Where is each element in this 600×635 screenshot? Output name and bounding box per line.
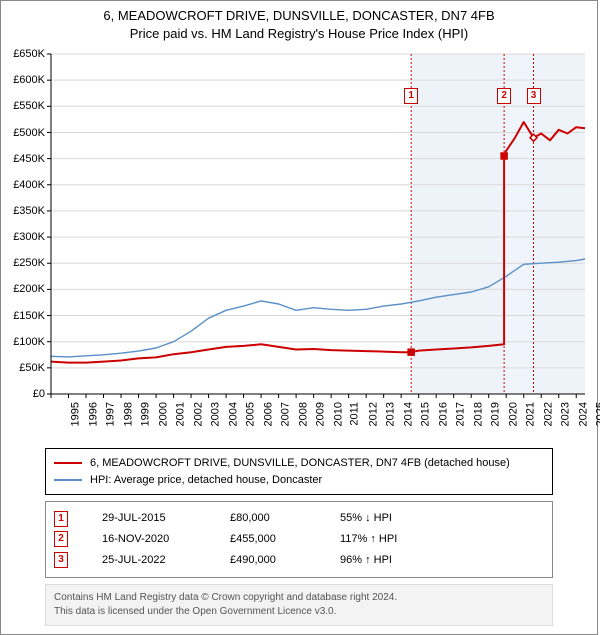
transaction-price: £490,000 (230, 550, 340, 571)
x-tick-label: 2015 (420, 402, 432, 426)
x-tick-label: 2013 (385, 402, 397, 426)
transaction-date: 16-NOV-2020 (102, 529, 230, 550)
x-tick-label: 2012 (367, 402, 379, 426)
y-tick-label: £450K (9, 153, 45, 165)
y-tick-label: £400K (9, 179, 45, 191)
legend-row: 6, MEADOWCROFT DRIVE, DUNSVILLE, DONCAST… (54, 455, 544, 472)
x-tick-label: 2017 (455, 402, 467, 426)
transaction-hpi: 117% ↑ HPI (340, 529, 397, 550)
transaction-hpi: 55% ↓ HPI (340, 508, 392, 529)
x-tick-label: 1997 (105, 402, 117, 426)
x-tick-label: 1998 (122, 402, 134, 426)
transaction-date: 29-JUL-2015 (102, 508, 230, 529)
transaction-marker: 1 (54, 511, 68, 527)
y-tick-label: £100K (9, 336, 45, 348)
x-tick-label: 2010 (332, 402, 344, 426)
x-tick-label: 2009 (315, 402, 327, 426)
x-tick-label: 1996 (87, 402, 99, 426)
x-tick-label: 2023 (560, 402, 572, 426)
plot-area: £0 £50K £100K £150K £200K £250K £300K £350K £400… (9, 48, 587, 408)
title-address: 6, MEADOWCROFT DRIVE, DUNSVILLE, DONCAST… (5, 7, 593, 25)
y-tick-label: £250K (9, 257, 45, 269)
x-tick-label: 2024 (577, 402, 589, 426)
transaction-price: £80,000 (230, 508, 340, 529)
y-tick-label: £500K (9, 127, 45, 139)
y-tick-label: £650K (9, 48, 45, 60)
attribution-box: Contains HM Land Registry data © Crown c… (45, 584, 553, 626)
y-tick-label: £150K (9, 310, 45, 322)
x-tick-label: 2022 (542, 402, 554, 426)
y-tick-label: £600K (9, 74, 45, 86)
transaction-row: 3 25-JUL-2022£490,00096% ↑ HPI (54, 550, 544, 571)
x-tick-label: 1999 (140, 402, 152, 426)
y-tick-label: £50K (9, 362, 45, 374)
x-tick-label: 2002 (192, 402, 204, 426)
x-tick-label: 1995 (69, 402, 81, 426)
y-tick-label: £200K (9, 283, 45, 295)
x-tick-label: 2025 (595, 402, 600, 426)
transaction-hpi: 96% ↑ HPI (340, 550, 392, 571)
y-tick-label: £300K (9, 231, 45, 243)
transaction-marker: 3 (54, 552, 68, 568)
legend-box: 6, MEADOWCROFT DRIVE, DUNSVILLE, DONCAST… (45, 448, 553, 495)
callout-marker: 2 (497, 88, 511, 104)
x-tick-label: 2020 (507, 402, 519, 426)
x-tick-label: 2016 (437, 402, 449, 426)
y-tick-label: £550K (9, 100, 45, 112)
transactions-box: 1 29-JUL-2015£80,00055% ↓ HPI 2 16-NOV-2020… (45, 501, 553, 578)
callout-marker: 3 (527, 88, 541, 104)
transaction-price: £455,000 (230, 529, 340, 550)
attribution-line-2: This data is licensed under the Open Gov… (54, 605, 544, 619)
x-tick-label: 2000 (157, 402, 169, 426)
transaction-row: 1 29-JUL-2015£80,00055% ↓ HPI (54, 508, 544, 529)
legend-label: 6, MEADOWCROFT DRIVE, DUNSVILLE, DONCAST… (90, 455, 510, 472)
x-tick-label: 2021 (525, 402, 537, 426)
x-tick-label: 2006 (262, 402, 274, 426)
y-tick-label: £0 (9, 388, 45, 400)
chart-frame: 6, MEADOWCROFT DRIVE, DUNSVILLE, DONCAST… (0, 0, 598, 635)
x-tick-label: 2014 (402, 402, 414, 426)
legend-label: HPI: Average price, detached house, Donc… (90, 472, 322, 489)
x-tick-label: 2004 (227, 402, 239, 426)
legend-swatch (54, 462, 82, 464)
x-tick-label: 2003 (210, 402, 222, 426)
transaction-date: 25-JUL-2022 (102, 550, 230, 571)
legend-swatch (54, 479, 82, 481)
title-block: 6, MEADOWCROFT DRIVE, DUNSVILLE, DONCAST… (1, 1, 597, 46)
title-subtitle: Price paid vs. HM Land Registry's House … (5, 25, 593, 43)
transaction-marker: 2 (54, 531, 68, 547)
x-axis-labels: 1995199619971998199920002001200220032004… (9, 408, 587, 442)
x-tick-label: 2001 (175, 402, 187, 426)
callout-marker: 1 (404, 88, 418, 104)
attribution-line-1: Contains HM Land Registry data © Crown c… (54, 591, 544, 605)
x-tick-label: 2007 (280, 402, 292, 426)
x-tick-label: 2005 (245, 402, 257, 426)
x-tick-label: 2018 (472, 402, 484, 426)
y-tick-label: £350K (9, 205, 45, 217)
x-tick-label: 2011 (349, 402, 361, 426)
x-tick-label: 2008 (297, 402, 309, 426)
x-tick-label: 2019 (490, 402, 502, 426)
legend-row: HPI: Average price, detached house, Donc… (54, 472, 544, 489)
transaction-row: 2 16-NOV-2020£455,000117% ↑ HPI (54, 529, 544, 550)
